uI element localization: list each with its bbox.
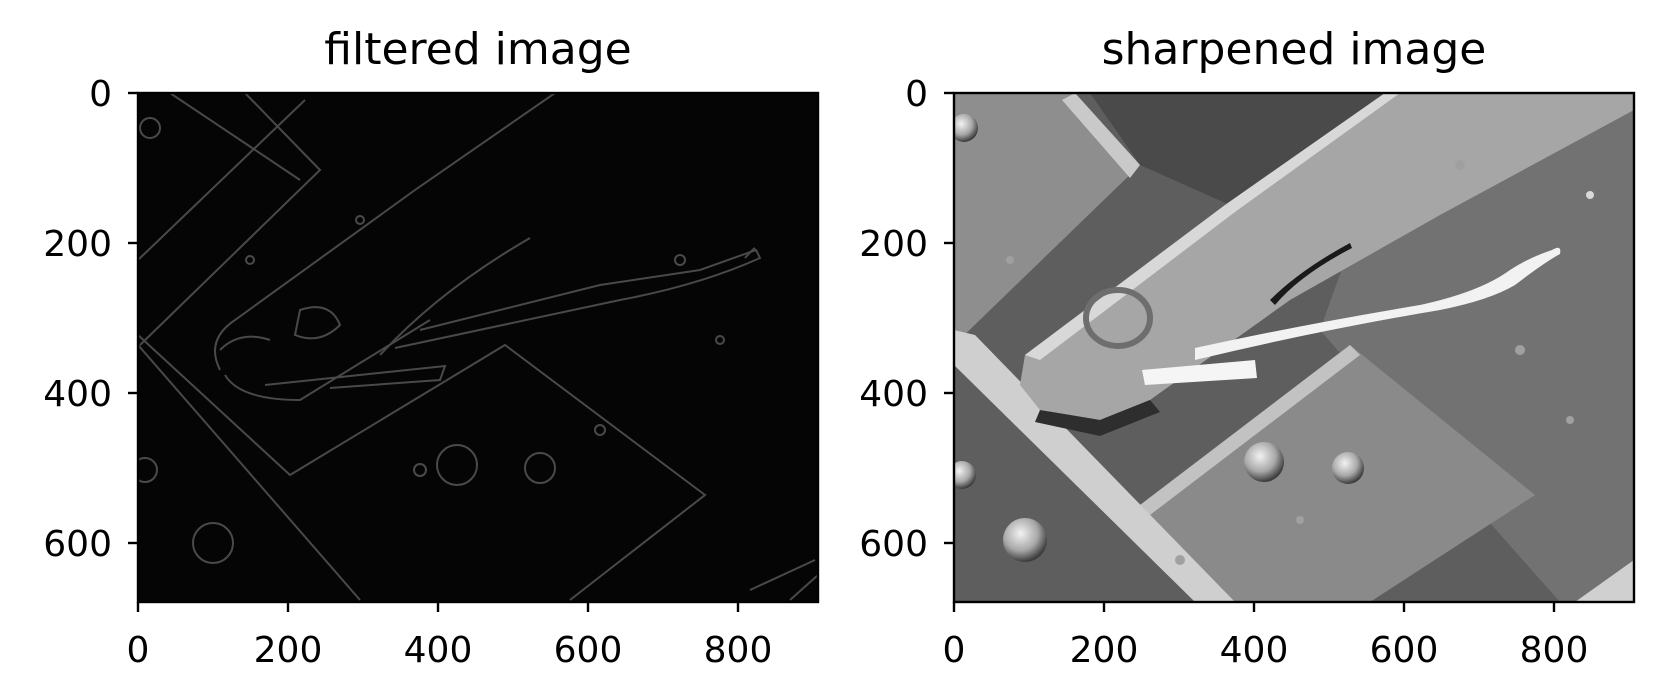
etched-oval [1083,287,1153,349]
filtered-image-particles [138,117,725,564]
y-tick-label: 0 [89,74,112,115]
x-tick-label: 600 [554,630,623,671]
filtered-image-y-axis: 0 200 400 600 [43,74,138,565]
y-tick-label: 0 [905,74,928,115]
surface-block-top-left-edge [1062,93,1140,178]
filtered-image [138,93,818,602]
particle [1296,516,1304,524]
surface-ridge-diagonal [954,330,1235,602]
sharpened-image-frame [952,91,1636,604]
beam-crack [1270,243,1352,305]
particle [954,461,976,489]
sharpened-image [954,93,1634,602]
x-tick-label: 200 [1070,630,1139,671]
particle [1003,518,1047,562]
y-tick-label: 400 [43,374,112,415]
wire-short [1142,360,1257,385]
particle [954,114,978,142]
particle [1006,256,1014,264]
surface-band-upper [1090,93,1405,205]
surface-corner-bottom-right [1575,560,1634,602]
y-tick-label: 600 [859,524,928,565]
x-tick-label: 0 [943,630,966,671]
surface-block-top-left [954,93,1140,345]
particle [1175,555,1185,565]
sharpened-image-y-axis: 0 200 400 600 [859,74,954,565]
x-tick-label: 600 [1370,630,1439,671]
sharpened-image-x-axis: 0 200 400 600 800 [943,602,1589,671]
filtered-image-frame [136,91,820,604]
x-tick-label: 400 [404,630,473,671]
particle [1332,452,1364,484]
sharpened-image-panel: sharpened image [859,24,1636,671]
sharpened-image-title: sharpened image [1102,24,1487,75]
x-tick-label: 400 [1220,630,1289,671]
filtered-image-x-axis: 0 200 400 600 800 [127,602,773,671]
y-tick-label: 400 [859,374,928,415]
particle [1586,191,1594,199]
surface-pad-bottom-edge [1140,345,1360,515]
x-tick-label: 0 [127,630,150,671]
filtered-image-panel: filtered image [43,24,820,671]
cantilever-beam-shadow [1035,400,1160,436]
filtered-image-edges [138,93,818,601]
particle [1244,442,1284,482]
x-tick-label: 800 [704,630,773,671]
particle [1566,416,1574,424]
x-tick-label: 200 [254,630,323,671]
y-tick-label: 200 [859,224,928,265]
y-tick-label: 200 [43,224,112,265]
filtered-image-title: filtered image [324,24,631,75]
wire-long [1195,247,1561,360]
cantilever-beam-top-edge [1025,93,1400,360]
y-tick-label: 600 [43,524,112,565]
filtered-image-background [138,93,818,602]
particle [1455,160,1465,170]
particle [1515,345,1525,355]
x-tick-label: 800 [1520,630,1589,671]
